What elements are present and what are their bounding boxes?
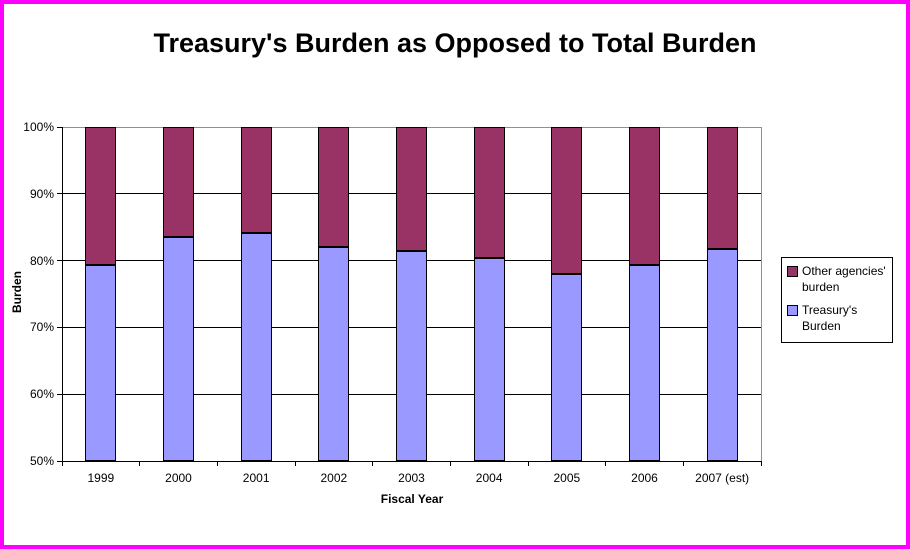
x-tick bbox=[294, 461, 296, 466]
y-tick bbox=[57, 326, 62, 328]
x-tick-label: 2006 bbox=[631, 471, 658, 485]
bar-segment-treasury bbox=[551, 273, 583, 461]
legend-item: Other agencies' burden bbox=[787, 263, 890, 295]
y-tick bbox=[57, 126, 62, 128]
y-tick bbox=[57, 193, 62, 195]
x-tick-label: 2004 bbox=[475, 471, 503, 485]
x-tick bbox=[61, 461, 63, 466]
bar-segment-treasury bbox=[163, 236, 194, 461]
y-tick-label: 70% bbox=[29, 320, 54, 335]
x-tick-label: 2003 bbox=[398, 471, 425, 485]
legend-item-label: Treasury's Burden bbox=[802, 303, 858, 333]
legend-item: Treasury's Burden bbox=[787, 302, 890, 334]
x-tick bbox=[605, 461, 607, 466]
bar-segment-other-agencies bbox=[85, 127, 117, 265]
y-tick bbox=[57, 460, 62, 462]
x-tick-label: 2005 bbox=[553, 471, 581, 485]
plot-right-border bbox=[760, 127, 762, 461]
y-axis-line bbox=[61, 127, 63, 462]
x-tick bbox=[216, 461, 218, 466]
y-tick-label: 80% bbox=[29, 253, 54, 268]
x-tick bbox=[527, 461, 529, 466]
y-tick bbox=[57, 393, 62, 395]
bar-segment-treasury bbox=[240, 233, 272, 461]
bar-segment-other-agencies bbox=[318, 127, 350, 247]
bar-segment-other-agencies bbox=[396, 127, 427, 252]
bar-segment-treasury bbox=[706, 248, 738, 461]
x-tick bbox=[449, 461, 451, 466]
x-tick bbox=[139, 461, 141, 466]
bar-segment-other-agencies bbox=[551, 127, 583, 274]
bar-segment-treasury bbox=[318, 246, 350, 461]
bar-segment-other-agencies bbox=[706, 127, 738, 249]
x-axis-title: Fiscal Year bbox=[380, 492, 444, 506]
legend-swatch-other-agencies bbox=[787, 266, 798, 277]
x-axis-line bbox=[62, 460, 761, 462]
x-tick-label: 2000 bbox=[165, 471, 192, 485]
x-tick-label: 2007 (est) bbox=[695, 471, 750, 485]
x-tick-label: 2002 bbox=[320, 471, 348, 485]
x-tick-label: 1999 bbox=[87, 471, 115, 485]
chart-title: Treasury's Burden as Opposed to Total Bu… bbox=[153, 28, 757, 58]
legend: Other agencies' burden Treasury's Burden bbox=[781, 257, 893, 343]
x-tick bbox=[760, 461, 762, 466]
bar-segment-treasury bbox=[396, 251, 427, 461]
x-tick bbox=[372, 461, 374, 466]
y-tick-label: 90% bbox=[29, 186, 54, 201]
x-tick bbox=[682, 461, 684, 466]
y-axis-title: Burden bbox=[10, 271, 24, 313]
legend-swatch-treasury bbox=[787, 305, 798, 316]
bar-segment-other-agencies bbox=[163, 127, 194, 237]
bar-segment-other-agencies bbox=[240, 127, 272, 234]
y-tick-label: 100% bbox=[23, 120, 54, 134]
y-tick-label: 60% bbox=[29, 387, 54, 402]
bar-segment-other-agencies bbox=[473, 127, 505, 258]
y-tick bbox=[57, 260, 62, 262]
legend-item-label: Other agencies' burden bbox=[802, 264, 886, 294]
bar-segment-treasury bbox=[473, 257, 505, 461]
bar-segment-other-agencies bbox=[629, 127, 660, 266]
bar-segment-treasury bbox=[85, 264, 117, 461]
y-tick-label: 50% bbox=[29, 454, 54, 468]
x-tick-label: 2001 bbox=[242, 471, 270, 485]
bar-segment-treasury bbox=[629, 265, 660, 461]
